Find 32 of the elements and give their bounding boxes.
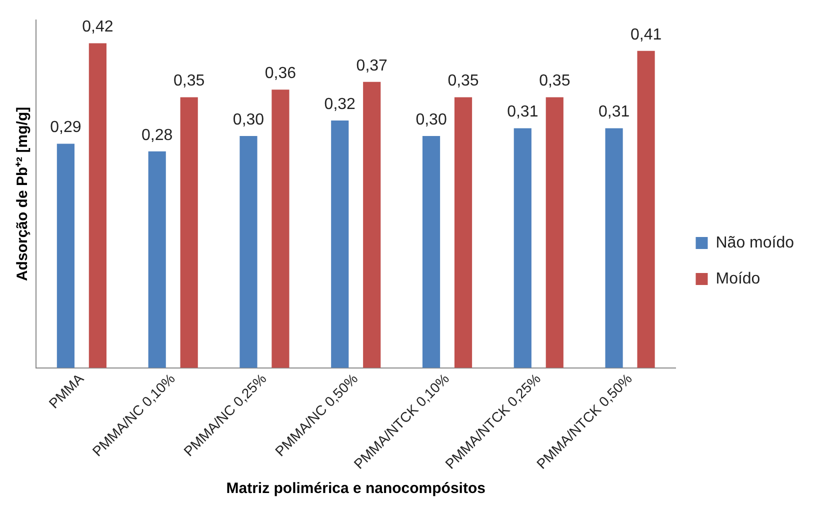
data-label: 0,35 bbox=[174, 72, 205, 90]
data-label: 0,41 bbox=[630, 26, 662, 44]
data-label: 0,35 bbox=[448, 72, 479, 90]
data-label: 0,37 bbox=[356, 57, 388, 74]
data-label: 0,30 bbox=[416, 111, 447, 128]
data-label: 0,29 bbox=[50, 119, 82, 136]
bar bbox=[240, 136, 258, 368]
bar bbox=[514, 128, 532, 368]
legend-label: Não moído bbox=[716, 234, 794, 252]
data-label: 0,31 bbox=[598, 104, 630, 121]
y-axis-title: Adsorção de Pb⁺² [mg/g] bbox=[14, 106, 32, 282]
data-label: 0,35 bbox=[539, 72, 570, 90]
bar bbox=[605, 128, 623, 368]
bar bbox=[454, 97, 472, 368]
bar bbox=[148, 151, 166, 368]
bar bbox=[180, 97, 198, 368]
bar bbox=[331, 120, 349, 368]
bar bbox=[88, 43, 106, 368]
data-label: 0,28 bbox=[142, 126, 173, 144]
x-axis-title: Matriz polimérica e nanocompósitos bbox=[226, 480, 486, 498]
bar bbox=[56, 144, 74, 368]
bar bbox=[546, 97, 564, 368]
bar bbox=[422, 136, 440, 368]
data-label: 0,32 bbox=[324, 96, 356, 113]
data-label: 0,31 bbox=[507, 104, 538, 121]
data-label: 0,42 bbox=[82, 18, 114, 36]
data-label: 0,30 bbox=[232, 111, 264, 128]
data-label: 0,36 bbox=[264, 64, 296, 82]
bar bbox=[272, 90, 290, 368]
bar bbox=[637, 50, 655, 368]
legend-label: Moído bbox=[716, 270, 760, 288]
bar bbox=[363, 82, 381, 368]
